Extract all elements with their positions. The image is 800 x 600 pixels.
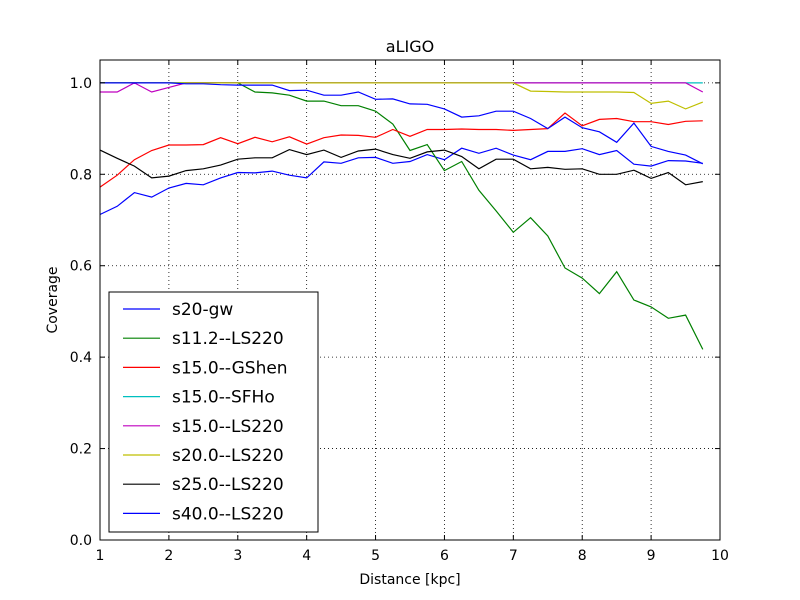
y-tick-label: 0.6 xyxy=(70,259,92,275)
legend-label: s40.0--LS220 xyxy=(172,504,284,524)
legend-box xyxy=(108,291,319,533)
x-tick-label: 1 xyxy=(96,548,105,564)
x-tick-label: 3 xyxy=(233,548,242,564)
y-tick-label: 0.8 xyxy=(70,167,92,183)
y-tick-label: 1.0 xyxy=(70,76,92,92)
series-line-s25-0-ls220 xyxy=(99,148,703,186)
y-tick-label: 0.0 xyxy=(70,533,92,549)
chart-title: aLIGO xyxy=(386,37,434,56)
x-tick-label: 2 xyxy=(164,548,173,564)
axis-ticks: 1 2 3 4 5 6 7 8 9 10 0.0 0.2 0.4 0.6 0.8 1.0 xyxy=(70,60,729,564)
y-axis-label: Coverage xyxy=(45,266,61,333)
x-tick-label: 4 xyxy=(302,548,311,564)
series-line-s15-0-gshen xyxy=(99,112,703,188)
legend-label: s25.0--LS220 xyxy=(172,475,284,495)
legend-label: s11.2--LS220 xyxy=(172,329,284,349)
x-tick-label: 6 xyxy=(440,548,449,564)
legend-label: s20-gw xyxy=(172,300,233,320)
x-tick-label: 5 xyxy=(371,548,380,564)
legend-label: s20.0--LS220 xyxy=(172,446,284,466)
x-tick-label: 8 xyxy=(578,548,587,564)
series-line-s20-gw xyxy=(99,147,703,216)
plot-frame xyxy=(99,59,721,541)
legend: s20-gw s11.2--LS220 s15.0--GShen s15.0--SFH… xyxy=(108,291,319,533)
legend-label: s15.0--LS220 xyxy=(172,417,284,437)
series-lines xyxy=(99,82,704,350)
x-tick-label: 10 xyxy=(711,548,729,564)
legend-label: s15.0--GShen xyxy=(172,358,288,378)
series-line-s20-0-ls220 xyxy=(100,82,704,110)
y-tick-label: 0.4 xyxy=(70,350,92,366)
series-line-s40-0-ls220 xyxy=(100,82,704,165)
legend-label: s15.0--SFHo xyxy=(172,388,275,408)
x-tick-label: 7 xyxy=(509,548,518,564)
x-tick-label: 9 xyxy=(647,548,656,564)
x-axis-label: Distance [kpc] xyxy=(359,572,460,588)
y-tick-label: 0.2 xyxy=(70,442,92,458)
